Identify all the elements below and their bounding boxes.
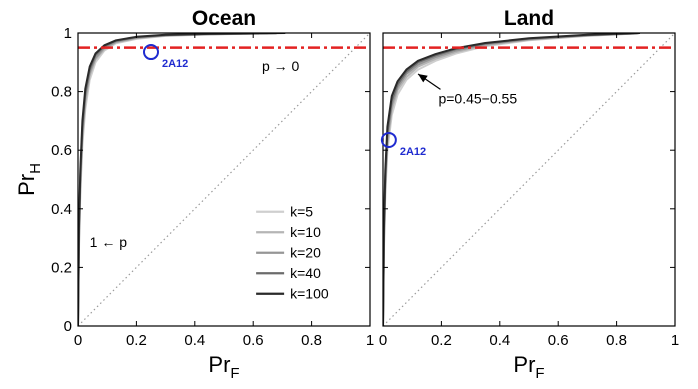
diagonal-reference-line bbox=[383, 33, 675, 326]
y-tick-label: 0.2 bbox=[51, 259, 72, 276]
plot-frame bbox=[382, 32, 676, 327]
y-tick-label: 0.8 bbox=[51, 84, 72, 101]
legend-entry-label: k=40 bbox=[290, 265, 321, 281]
annotation-arrow-head bbox=[418, 74, 428, 83]
annotation-1: 1 ← p bbox=[90, 234, 128, 250]
x-tick-label: 0.6 bbox=[548, 332, 569, 349]
legend-entry-label: k=10 bbox=[290, 224, 321, 240]
x-tick-label: 0.4 bbox=[184, 332, 205, 349]
svg-text:PrF: PrF bbox=[513, 352, 544, 382]
series-line-k10 bbox=[78, 33, 260, 326]
y-tick-label: 0.6 bbox=[51, 142, 72, 159]
panel-ocean: Ocean 0 0.2 0.4 0.6 0.8 1 0 0.2 0.4 0.6 0.8 1 PrH P… bbox=[14, 7, 374, 382]
x-tick-label: 0.8 bbox=[606, 332, 627, 349]
marker-2a12-label: 2A12 bbox=[162, 58, 188, 70]
y-tick-label: 1 bbox=[64, 25, 72, 42]
legend: k=5 k=10 k=20 k=40 k=100 bbox=[256, 204, 329, 302]
x-tick-label: 1 bbox=[671, 332, 679, 349]
series-line-k20 bbox=[78, 33, 268, 326]
y-tick-label: 0.4 bbox=[51, 201, 72, 218]
legend-entry-label: k=5 bbox=[290, 204, 313, 220]
x-tick-label: 0.8 bbox=[301, 332, 322, 349]
annotation-0: p → 0 bbox=[262, 58, 300, 74]
diagonal-reference-line bbox=[78, 33, 370, 326]
marker-2a12-circle bbox=[143, 44, 159, 61]
y-axis-label: PrH bbox=[14, 163, 44, 196]
x-tick-label: 0.4 bbox=[489, 332, 510, 349]
legend-entry-label: k=20 bbox=[290, 245, 321, 261]
panel-title: Ocean bbox=[192, 7, 256, 30]
x-tick-label: 0.2 bbox=[126, 332, 147, 349]
annotation-0: p=0.45−0.55 bbox=[438, 90, 517, 106]
x-tick-label: 0 bbox=[74, 332, 82, 349]
x-tick-label: 1 bbox=[366, 332, 374, 349]
marker-2a12-circle bbox=[380, 131, 397, 148]
series-line-k5 bbox=[78, 33, 254, 326]
legend-entry-label: k=100 bbox=[290, 286, 329, 302]
x-tick-label: 0.2 bbox=[431, 332, 452, 349]
marker-2a12-label: 2A12 bbox=[400, 146, 426, 158]
svg-text:PrH: PrH bbox=[14, 163, 44, 196]
x-axis-label: PrF bbox=[513, 352, 544, 382]
x-tick-label: 0.6 bbox=[243, 332, 264, 349]
series-line-k40 bbox=[78, 33, 277, 326]
series-line-k100 bbox=[78, 33, 286, 326]
x-tick-label: 0 bbox=[379, 332, 387, 349]
svg-text:PrF: PrF bbox=[208, 352, 239, 382]
panel-title: Land bbox=[504, 7, 554, 30]
x-axis-label: PrF bbox=[208, 352, 239, 382]
y-tick-label: 0 bbox=[64, 318, 72, 335]
plot-frame bbox=[77, 32, 371, 327]
series-line-k100 bbox=[383, 33, 641, 326]
panel-land: Land 0 0.2 0.4 0.6 0.8 1 PrF 2A12 p=0.45−0.55 bbox=[379, 7, 679, 382]
